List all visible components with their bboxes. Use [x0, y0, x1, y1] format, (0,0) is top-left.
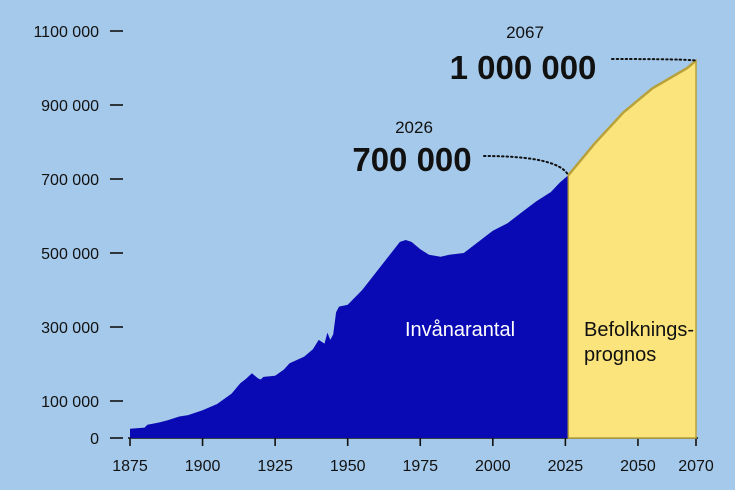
x-tick-label: 2070 — [678, 458, 714, 475]
annotation-year: 2026 — [395, 118, 433, 137]
annotations: 2026 700 000 2067 1 000 000 — [352, 23, 697, 178]
annotation-leader — [483, 155, 570, 177]
x-tick-label: 1925 — [257, 458, 293, 475]
history-area — [130, 175, 569, 439]
history-region-label: Invånarantal — [405, 319, 515, 341]
annotation-leader — [611, 58, 697, 62]
x-tick-label: 2000 — [475, 458, 511, 475]
annotation-year: 2067 — [506, 23, 544, 42]
x-tick-label: 2050 — [620, 458, 656, 475]
y-tick-label: 0 — [90, 431, 99, 448]
y-tick-label: 300 000 — [41, 320, 99, 337]
y-axis: 0 100 000 300 000 500 000 700 000 900 000 1100… — [33, 24, 123, 448]
y-tick-label: 500 000 — [41, 246, 99, 263]
x-tick-label: 1950 — [330, 458, 366, 475]
y-tick-label: 900 000 — [41, 98, 99, 115]
annotation-value: 700 000 — [352, 141, 471, 178]
x-tick-label: 1975 — [402, 458, 438, 475]
annotation-value: 1 000 000 — [450, 49, 597, 86]
forecast-line — [567, 59, 697, 177]
x-tick-label: 2025 — [548, 458, 584, 475]
y-tick-label: 100 000 — [41, 394, 99, 411]
y-tick-label: 1100 000 — [33, 24, 99, 41]
x-tick-label: 1875 — [112, 458, 148, 475]
forecast-region-label-line2: prognos — [584, 344, 656, 366]
forecast-region-label-line1: Befolknings- — [584, 319, 694, 341]
y-tick-label: 700 000 — [41, 172, 99, 189]
x-tick-label: 1900 — [185, 458, 221, 475]
